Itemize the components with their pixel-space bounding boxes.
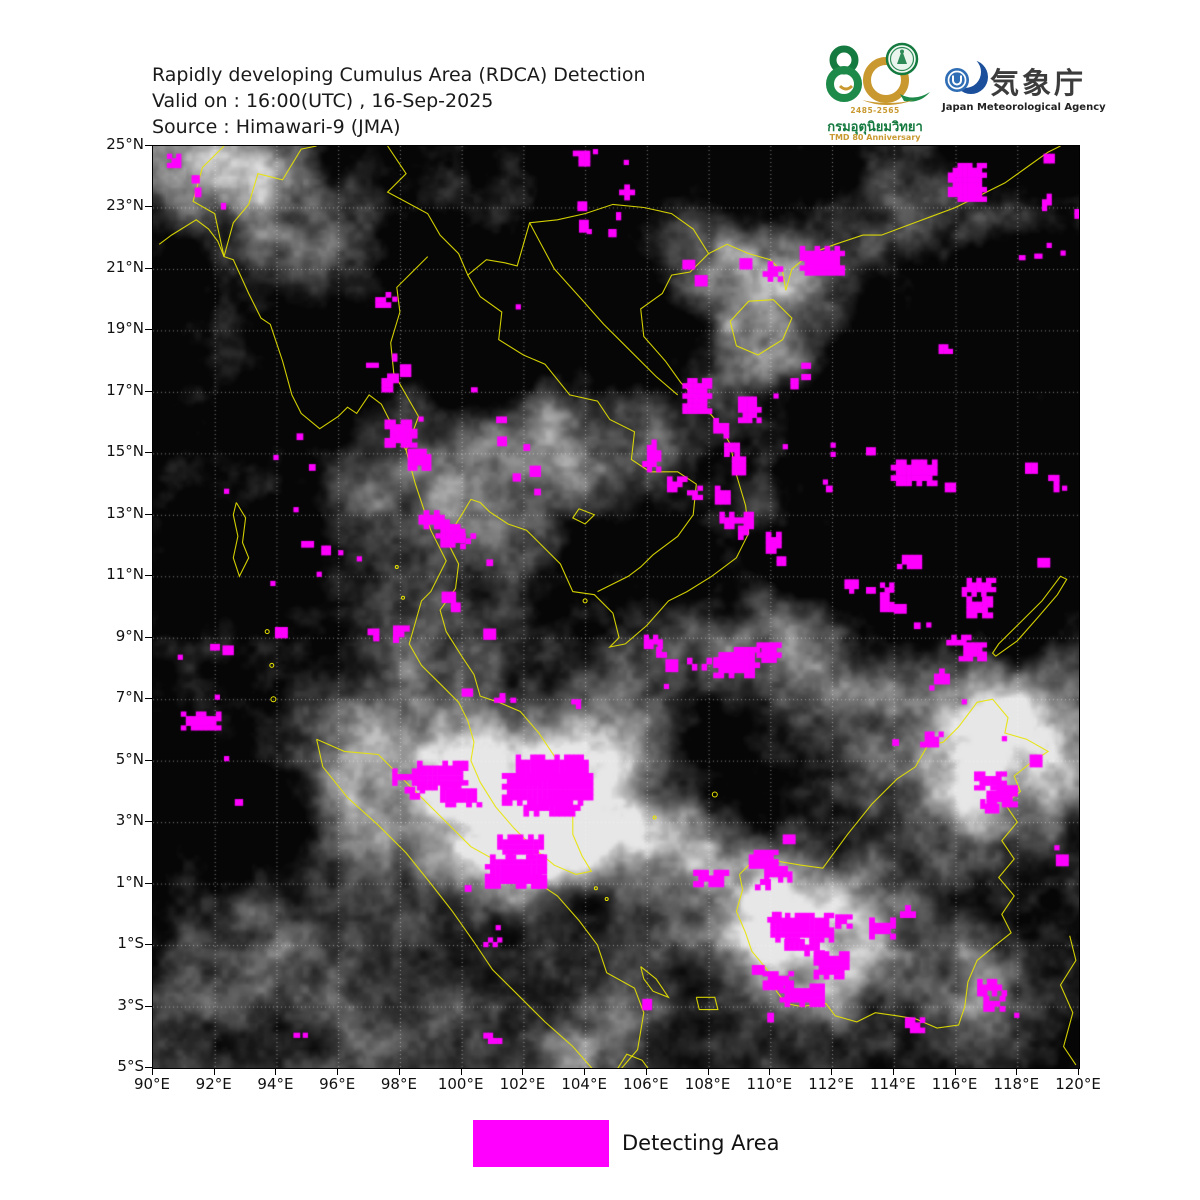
x-tick-label: 110°E [746,1075,793,1093]
jma-english-name: Japan Meteorological Agency [942,102,1106,113]
legend-detecting-area-swatch [473,1120,609,1167]
y-tick-mark [145,452,152,454]
x-tick-label: 104°E [561,1075,607,1093]
x-tick-label: 98°E [380,1075,417,1093]
y-tick-label: 17°N [106,380,144,399]
x-tick-mark [213,1068,215,1075]
jma-japanese-name: 気象庁 [990,66,1087,100]
y-tick-mark [145,206,152,208]
tmd-anniversary-label: TMD 80 Anniversary [829,133,921,142]
satellite-map [152,145,1080,1069]
y-tick-label: 3°N [115,811,144,830]
x-tick-mark [892,1068,894,1075]
x-tick-mark [954,1068,956,1075]
y-tick-mark [145,882,152,884]
x-tick-mark [769,1068,771,1075]
y-tick-mark [145,513,152,515]
valid-time: Valid on : 16:00(UTC) , 16-Sep-2025 [152,90,494,112]
x-tick-label: 90°E [133,1075,171,1093]
y-tick-mark [145,759,152,761]
tmd-80-emblem-icon [826,42,930,105]
y-tick-mark [145,145,152,146]
x-tick-label: 100°E [437,1075,484,1093]
y-tick-mark [145,698,152,700]
tmd-years-label: 2485-2565 [850,106,900,115]
y-tick-label: 23°N [106,196,144,215]
y-tick-mark [145,1067,152,1068]
legend-detecting-area-label: Detecting Area [622,1131,780,1155]
y-tick-label: 21°N [106,257,144,276]
jma-logo: 気象庁 Japan Meteorological Agency [942,56,1106,122]
x-tick-mark [275,1068,277,1075]
y-tick-label: 11°N [106,565,144,584]
detection-overlay [153,146,1079,1068]
x-tick-label: 92°E [195,1075,232,1093]
x-tick-label: 118°E [993,1075,1040,1093]
x-tick-label: 120°E [1055,1075,1101,1093]
page-title: Rapidly developing Cumulus Area (RDCA) D… [152,64,646,86]
y-tick-label: 9°N [115,626,144,645]
x-tick-mark [707,1068,709,1075]
jma-mark-icon [945,56,988,94]
y-tick-label: 5°S [117,1057,144,1075]
tmd-thai-name-label: กรมอุตุนิยมวิทยา [827,120,923,135]
y-tick-mark [145,1005,152,1007]
y-tick-label: 7°N [115,688,144,707]
x-tick-mark [1016,1068,1018,1075]
y-tick-label: 15°N [106,442,144,461]
y-tick-label: 19°N [106,319,144,338]
tmd-80th-anniversary-logo: 2485-2565 กรมอุตุนิยมวิทยา TMD 80 Annive… [810,42,940,144]
data-source: Source : Himawari-9 (JMA) [152,116,401,138]
y-tick-label: 25°N [106,135,144,153]
y-tick-label: 1°S [117,934,144,953]
x-tick-label: 116°E [931,1075,978,1093]
x-tick-mark [1078,1068,1079,1075]
y-tick-mark [145,575,152,577]
x-tick-mark [584,1068,586,1075]
y-tick-mark [145,390,152,392]
y-tick-label: 5°N [115,749,144,768]
y-tick-label: 13°N [106,503,144,522]
title-block: Rapidly developing Cumulus Area (RDCA) D… [152,62,646,140]
x-tick-label: 94°E [257,1075,294,1093]
x-tick-mark [460,1068,462,1075]
x-tick-label: 96°E [319,1075,356,1093]
x-tick-label: 106°E [623,1075,669,1093]
y-tick-mark [145,636,152,638]
y-tick-mark [145,944,152,946]
x-tick-mark [398,1068,400,1075]
y-tick-mark [145,267,152,269]
y-tick-label: 3°S [117,995,144,1014]
x-tick-mark [152,1068,153,1075]
x-tick-mark [645,1068,647,1075]
y-tick-mark [145,821,152,823]
x-tick-label: 114°E [869,1075,916,1093]
x-tick-mark [831,1068,833,1075]
x-tick-label: 108°E [684,1075,731,1093]
y-tick-mark [145,329,152,331]
y-tick-label: 1°N [115,872,144,891]
x-tick-mark [337,1068,339,1075]
x-tick-label: 102°E [499,1075,546,1093]
x-tick-mark [522,1068,524,1075]
x-tick-label: 112°E [808,1075,854,1093]
